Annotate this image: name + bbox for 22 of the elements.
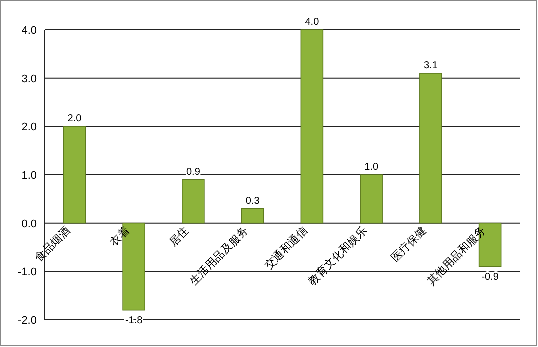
y-tick-label: 4.0 — [22, 25, 37, 37]
bar — [241, 208, 264, 224]
data-label: 0.3 — [246, 196, 260, 207]
bar — [360, 174, 383, 224]
y-tick-label: 1.0 — [22, 170, 37, 182]
data-label: 4.0 — [305, 17, 320, 28]
bar — [420, 73, 442, 224]
bar — [300, 30, 324, 224]
data-label: 1.0 — [364, 162, 379, 173]
y-tick-label: -1.0 — [18, 266, 37, 279]
x-tick-label: 衣着 — [107, 224, 132, 250]
data-label: 3.1 — [424, 60, 438, 72]
x-tick-label: 医疗保健 — [388, 224, 430, 265]
y-tick-label: -2.0 — [18, 315, 37, 327]
data-label: -0.9 — [482, 272, 500, 283]
bar — [63, 126, 86, 224]
x-tick-label: 交通和通信 — [262, 224, 310, 272]
y-tick-label: 2.0 — [22, 122, 37, 134]
y-tick-label: 3.0 — [22, 73, 37, 86]
bar — [182, 179, 205, 224]
y-tick-label: 0.0 — [22, 218, 37, 230]
data-label: 2.0 — [68, 114, 82, 125]
